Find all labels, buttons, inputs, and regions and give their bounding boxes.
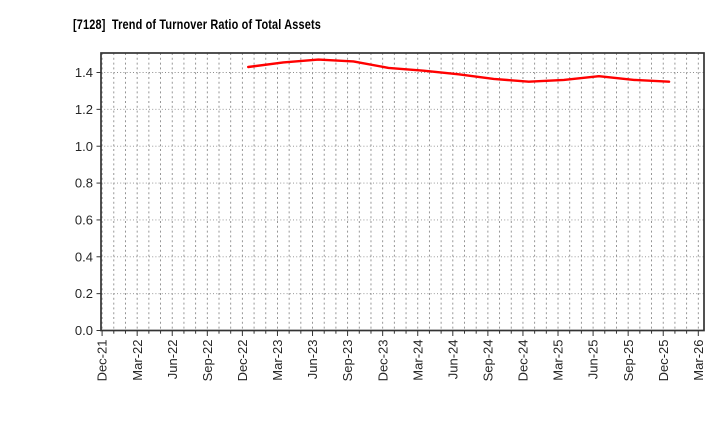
x-tick-label: Jun-25	[586, 340, 601, 380]
x-tick-label: Mar-22	[130, 340, 145, 381]
x-tick-label: Mar-25	[551, 340, 566, 381]
x-tick-label: Jun-22	[165, 340, 180, 380]
y-tick-label: 0.4	[75, 249, 93, 264]
x-tick-label: Mar-24	[410, 340, 425, 381]
x-tick-label: Mar-23	[270, 340, 285, 381]
x-tick-label: Sep-24	[480, 339, 495, 381]
chart-title: [7128] Trend of Turnover Ratio of Total …	[73, 16, 322, 32]
x-tick-label: Sep-23	[340, 340, 355, 382]
y-tick-label: 1.0	[75, 139, 93, 154]
y-tick-label: 0.0	[75, 323, 93, 338]
x-tick-label: Dec-21	[95, 340, 110, 382]
plot-border	[100, 52, 705, 332]
x-tick-label: Sep-22	[200, 340, 215, 382]
y-tick-label: 0.2	[75, 286, 93, 301]
y-tick-label: 0.6	[75, 213, 93, 228]
x-tick-label: Sep-25	[621, 340, 636, 382]
x-tick-label: Dec-23	[375, 340, 390, 382]
x-tick-label: Dec-25	[656, 340, 671, 382]
data-line-turnover-ratio	[246, 58, 671, 83]
x-tick-label: Jun-24	[445, 340, 460, 380]
y-tick-label: 1.4	[75, 65, 93, 80]
x-tick-label: Dec-24	[516, 340, 531, 382]
y-tick-label: 0.8	[75, 176, 93, 191]
y-tick-label: 1.2	[75, 102, 93, 117]
x-tick-label: Mar-26	[691, 340, 706, 381]
x-tick-label: Jun-23	[305, 340, 320, 380]
x-tick-label: Dec-22	[235, 340, 250, 382]
